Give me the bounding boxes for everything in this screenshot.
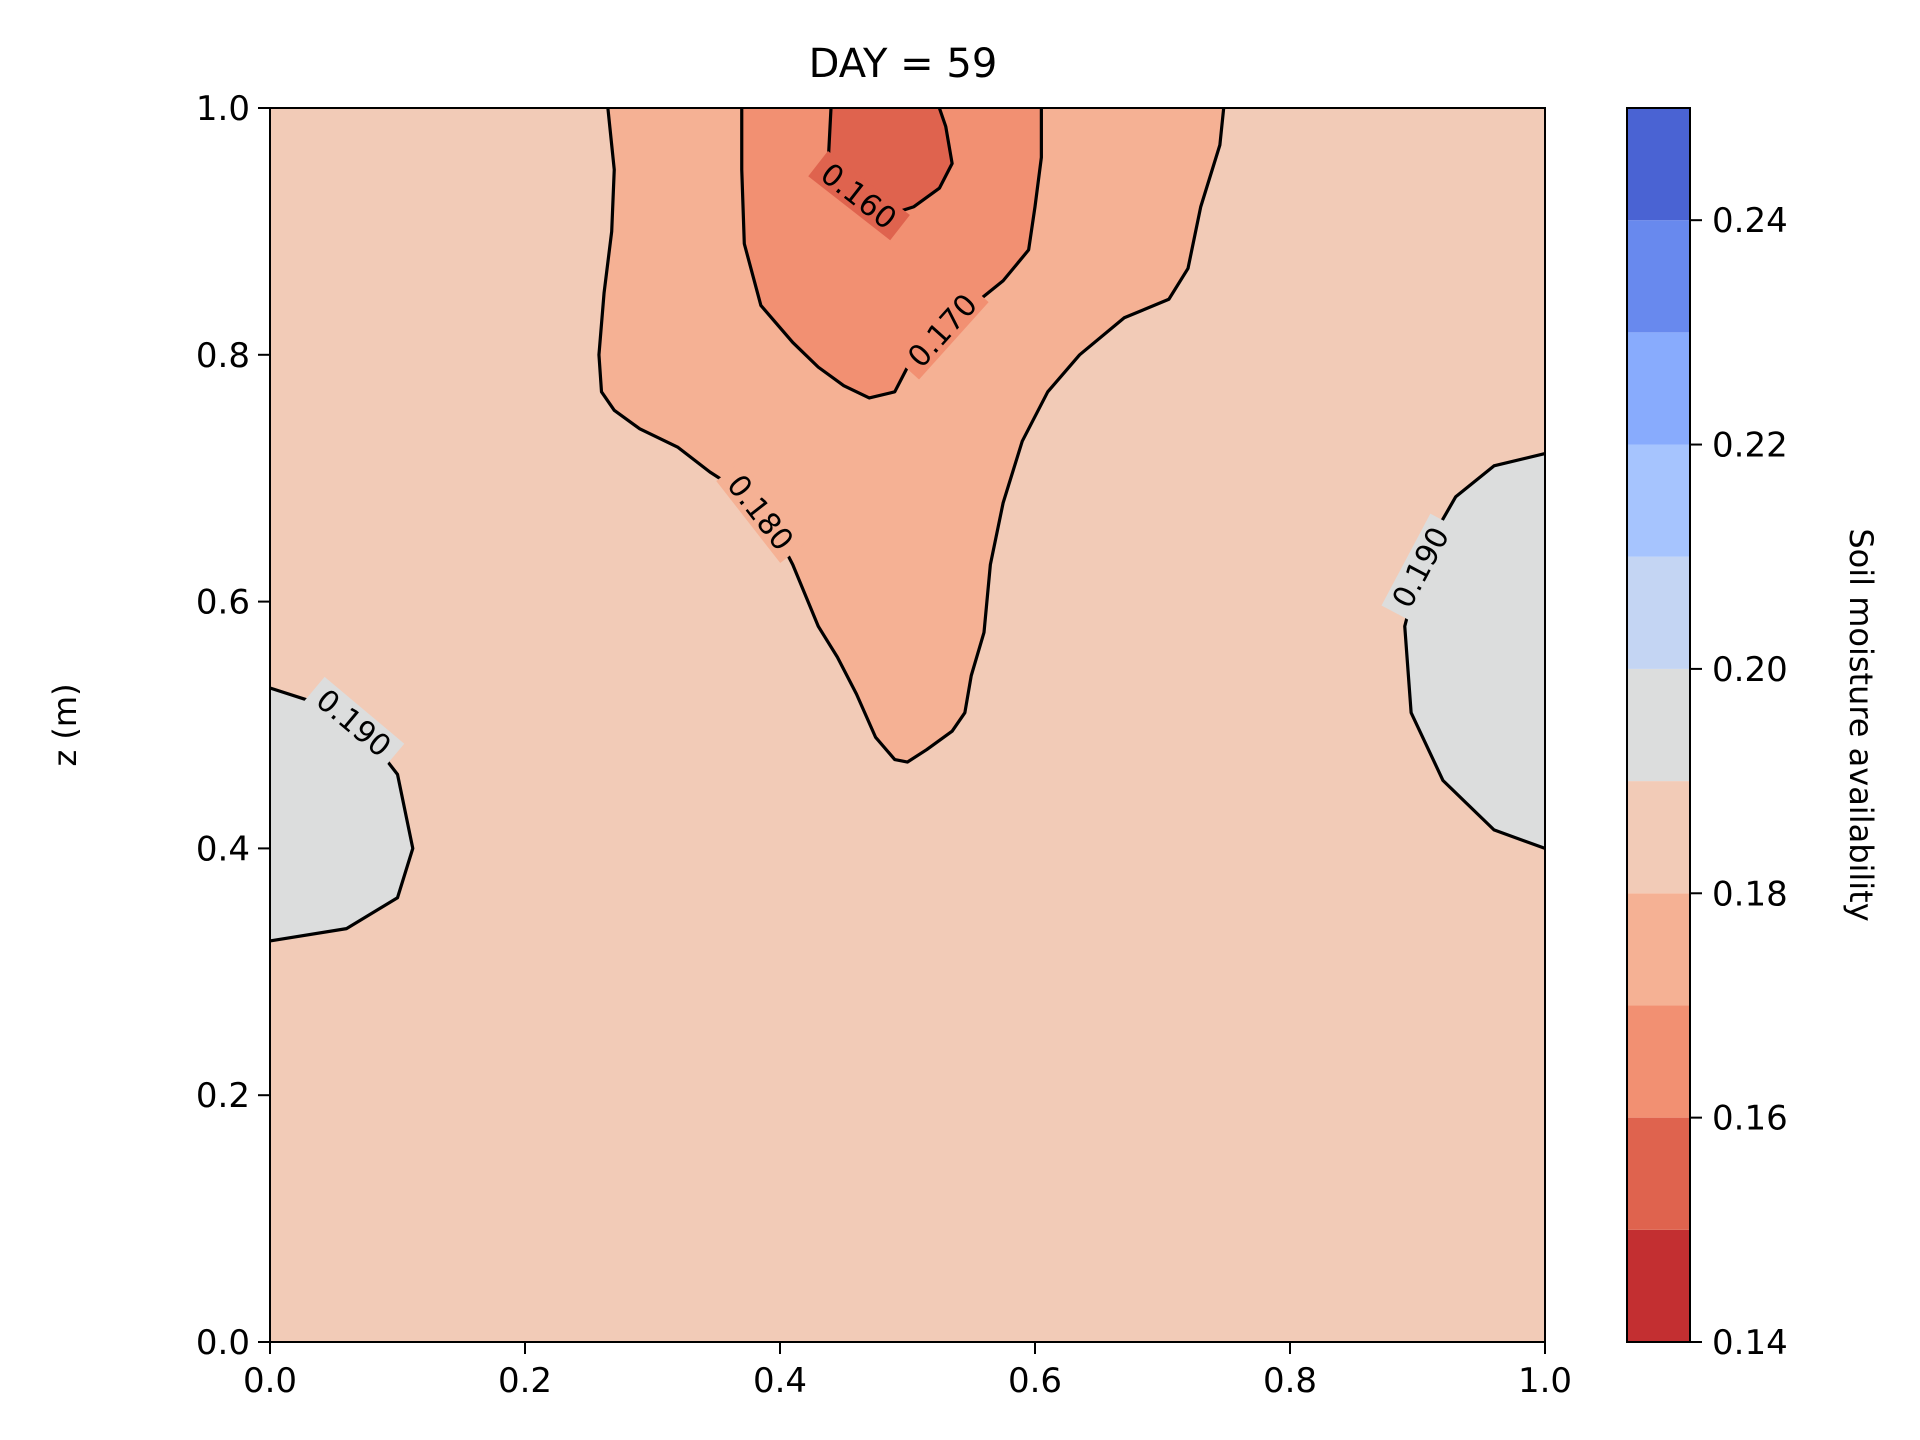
colorbar-band	[1627, 332, 1690, 445]
y-tick-label: 0.8	[196, 336, 250, 376]
colorbar-band	[1627, 108, 1690, 221]
colorbar-band	[1627, 1005, 1690, 1118]
colorbar-label: Soil moisture availability	[1842, 528, 1880, 921]
x-tick-label: 0.8	[1263, 1361, 1317, 1401]
y-tick-label: 0.6	[196, 583, 250, 623]
chart-title: DAY = 59	[809, 41, 998, 87]
y-tick-label: 1.0	[196, 89, 250, 129]
x-axis-ticks: 0.0 0.2 0.4 0.6 0.8 1.0	[243, 1342, 1572, 1401]
colorbar-tick-label: 0.16	[1712, 1099, 1788, 1139]
colorbar-tick-label: 0.20	[1712, 650, 1788, 690]
y-axis-ticks: 0.0 0.2 0.4 0.6 0.8 1.0	[196, 89, 270, 1363]
colorbar-band	[1627, 668, 1690, 782]
x-tick-label: 1.0	[1518, 1361, 1572, 1401]
colorbar-band	[1627, 1117, 1690, 1230]
contour-line-0	[597, 107, 1226, 764]
colorbar-band	[1627, 556, 1690, 669]
y-axis-label: z (m)	[46, 683, 84, 766]
colorbar-tick-label: 0.24	[1712, 201, 1788, 241]
contour-line-1	[740, 108, 1043, 400]
contour-line-4	[1403, 451, 1546, 850]
y-tick-label: 0.4	[196, 829, 250, 869]
colorbar-band	[1627, 1229, 1690, 1342]
y-tick-label: 0.0	[196, 1323, 250, 1363]
colorbar-tick-label: 0.18	[1712, 874, 1788, 914]
colorbar-band	[1627, 220, 1690, 333]
colorbar-band	[1627, 444, 1690, 557]
colorbar-band	[1627, 893, 1690, 1006]
colorbar: 0.14 0.16 0.18 0.20 0.22 0.24	[1626, 107, 1788, 1363]
colorbar-frame	[1626, 107, 1691, 1343]
x-tick-label: 0.0	[243, 1361, 297, 1401]
colorbar-tick-label: 0.14	[1712, 1323, 1788, 1363]
colorbar-band	[1627, 781, 1690, 894]
x-tick-label: 0.6	[1008, 1361, 1062, 1401]
y-tick-label: 0.2	[196, 1076, 250, 1116]
colorbar-tick-label: 0.22	[1712, 426, 1788, 466]
plot-frame	[269, 107, 1546, 1343]
x-tick-label: 0.2	[498, 1361, 552, 1401]
x-tick-label: 0.4	[753, 1361, 807, 1401]
